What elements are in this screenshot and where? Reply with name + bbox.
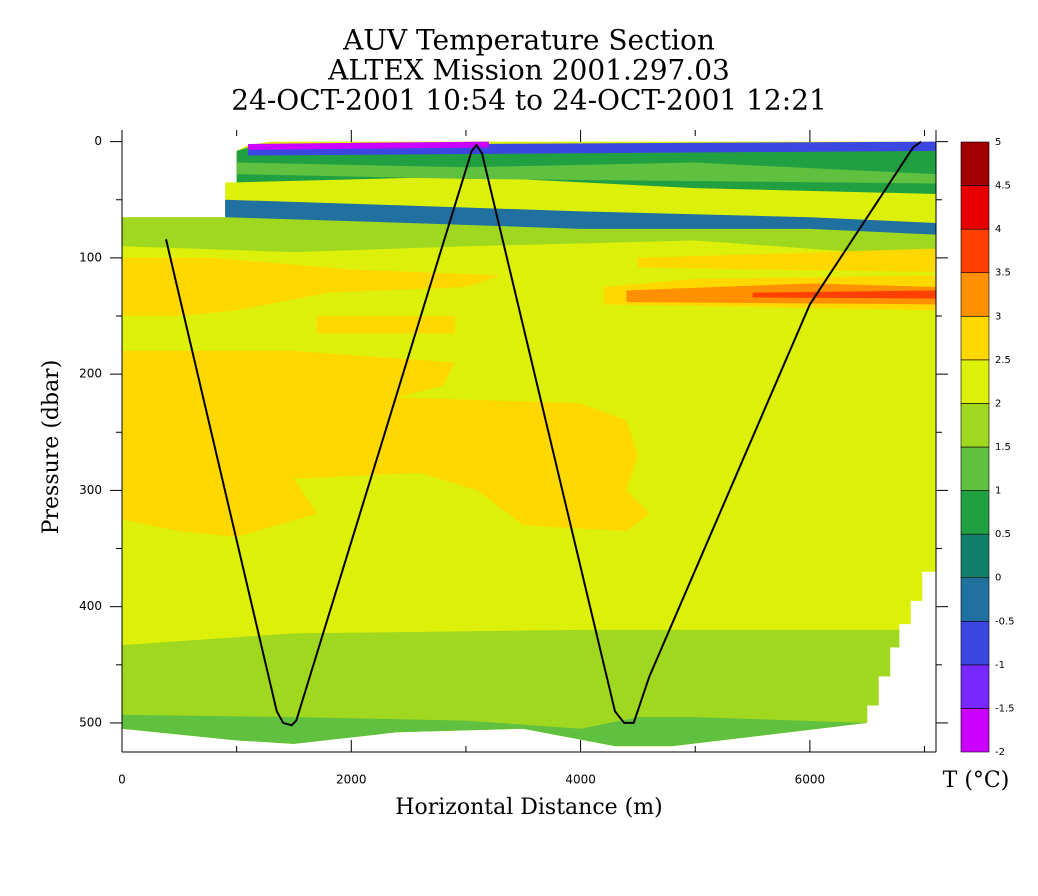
x-tick-label: 6000: [795, 773, 826, 787]
y-tick-label: 100: [79, 250, 102, 264]
colorbar-tick-label: 3: [995, 311, 1001, 322]
contour-region: [248, 141, 489, 150]
field: [122, 140, 936, 747]
y-tick-label: 500: [79, 715, 102, 729]
y-tick-label: 300: [79, 483, 102, 497]
axes: 0 2000 4000 6000 0 100 200 300 400 500 -2 -1.5 -1 -0.…: [79, 130, 1015, 787]
colorbar-tick-label: 0: [995, 573, 1001, 584]
chart-subtitle: ALTEX Mission 2001.297.03: [327, 54, 730, 87]
colorbar-swatch: [960, 577, 990, 622]
chart-title: AUV Temperature Section: [342, 24, 715, 57]
contour-region: [236, 162, 936, 184]
contour-region: [122, 257, 501, 317]
colorbar-swatch: [960, 141, 990, 186]
y-axis-label: Pressure (dbar): [39, 360, 64, 535]
colorbar-swatch: [960, 315, 990, 361]
colorbar-tick-label: 1.5: [995, 442, 1011, 453]
colorbar-tick-label: 2: [995, 398, 1001, 409]
colorbar-tick-label: 4: [995, 224, 1001, 235]
contour-region: [316, 316, 455, 334]
contour-region: [122, 714, 868, 747]
contour-region: [122, 350, 650, 537]
colorbar-swatch: [960, 403, 990, 448]
colorbar-swatch: [960, 446, 990, 491]
y-tick-label: 0: [94, 134, 102, 148]
time-range: 24-OCT-2001 10:54 to 24-OCT-2001 12:21: [231, 84, 827, 117]
colorbar-swatch: [960, 185, 990, 230]
colorbar-tick-label: -1.5: [995, 703, 1015, 714]
colorbar-swatch: [960, 228, 990, 274]
colorbar-tick-label: -0.5: [995, 616, 1015, 627]
contour-region: [225, 199, 936, 235]
contour-region: [637, 248, 936, 272]
colorbar-swatch: [960, 359, 990, 404]
colorbar-label: T (°C): [943, 768, 1010, 793]
colorbar-tick-label: 4.5: [995, 181, 1011, 192]
y-tick-label: 200: [79, 367, 102, 381]
colorbar-swatch: [960, 620, 990, 666]
colorbar-swatch: [960, 664, 990, 709]
colorbar-swatch: [960, 272, 990, 317]
colorbar-tick-label: 2.5: [995, 355, 1011, 366]
x-axis-label: Horizontal Distance (m): [395, 795, 662, 820]
colorbar-swatch: [960, 490, 990, 535]
colorbar-tick-label: 3.5: [995, 268, 1011, 279]
colorbar-tick-label: -1: [995, 660, 1005, 671]
x-tick-label: 0: [118, 773, 126, 787]
colorbar-tick-label: 0.5: [995, 529, 1011, 540]
contour-region: [122, 629, 900, 747]
auv-track: [165, 140, 922, 727]
x-tick-label: 4000: [565, 773, 596, 787]
colorbar-swatch: [960, 708, 990, 753]
colorbar-tick-label: 1: [995, 486, 1001, 497]
colorbar-tick-label: -2: [995, 747, 1005, 758]
y-tick-label: 400: [79, 599, 102, 613]
colorbar-tick-label: 5: [995, 137, 1001, 148]
x-tick-label: 2000: [336, 773, 367, 787]
colorbar-swatch: [960, 533, 990, 579]
contour-region: [752, 290, 936, 299]
